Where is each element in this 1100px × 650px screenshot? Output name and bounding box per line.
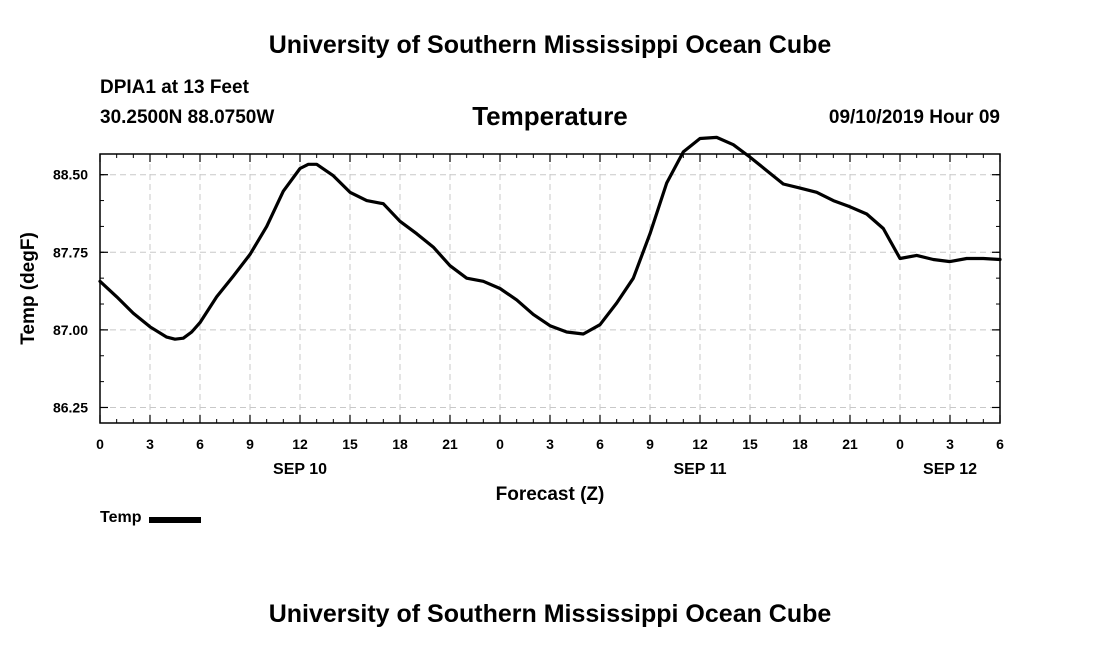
x-day-label: SEP 11 — [673, 461, 726, 478]
x-tick-label: 0 — [96, 436, 104, 452]
y-tick-label: 86.25 — [53, 399, 88, 415]
station-name: DPIA1 at 13 Feet — [100, 77, 249, 98]
page-title: University of Southern Mississippi Ocean… — [268, 31, 832, 59]
x-tick-label: 9 — [246, 436, 254, 452]
y-tick-label: 87.00 — [53, 322, 88, 338]
x-tick-label: 21 — [842, 436, 858, 452]
x-tick-label: 6 — [996, 436, 1004, 452]
y-tick-label: 87.75 — [53, 244, 88, 260]
forecast-timestamp: 09/10/2019 Hour 09 — [828, 107, 1000, 128]
x-tick-label: 6 — [596, 436, 604, 452]
series-line-temp — [98, 135, 1002, 341]
y-tick-label: 88.50 — [53, 167, 88, 183]
legend-swatch-temp — [149, 516, 202, 523]
x-tick-label: 18 — [792, 436, 808, 452]
plot-frame — [99, 153, 1001, 424]
legend-label-temp: Temp — [100, 509, 142, 526]
y-axis-label: Temp (degF) — [18, 232, 39, 345]
x-tick-label: 3 — [946, 436, 954, 452]
x-tick-label: 9 — [646, 436, 654, 452]
x-tick-label: 18 — [392, 436, 408, 452]
x-axis-label: Forecast (Z) — [496, 484, 605, 505]
x-tick-label: 0 — [496, 436, 504, 452]
x-tick-label: 6 — [196, 436, 204, 452]
x-tick-label: 3 — [146, 436, 154, 452]
x-day-label: SEP 10 — [273, 461, 327, 478]
x-tick-label: 15 — [342, 436, 358, 452]
x-tick-label: 12 — [692, 436, 708, 452]
x-tick-label: 15 — [742, 436, 758, 452]
x-tick-label: 0 — [896, 436, 904, 452]
footer-title: University of Southern Mississippi Ocean… — [268, 600, 832, 628]
station-coordinates: 30.2500N 88.0750W — [100, 107, 275, 128]
legend: Temp — [100, 509, 202, 527]
x-day-label: SEP 12 — [923, 461, 977, 478]
x-tick-label: 3 — [546, 436, 554, 452]
x-tick-label: 21 — [442, 436, 458, 452]
x-tick-label: 12 — [292, 436, 308, 452]
chart-title: Temperature — [472, 101, 628, 131]
